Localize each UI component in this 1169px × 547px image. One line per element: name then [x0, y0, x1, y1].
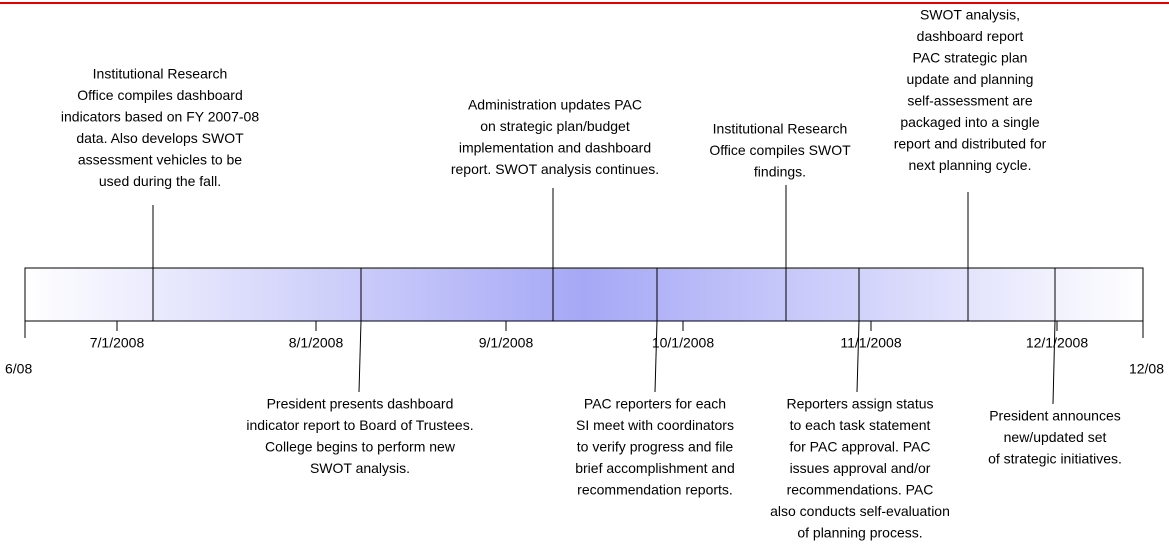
start-label: 6/08 — [5, 361, 32, 377]
tick-label: 9/1/2008 — [479, 335, 534, 351]
event-text: recommendations. PAC — [787, 482, 934, 498]
event-text: used during the fall. — [99, 173, 221, 189]
tick-label: 12/1/2008 — [1026, 335, 1088, 351]
event-text: self-assessment are — [907, 93, 1032, 109]
event-text: Office compiles dashboard — [77, 87, 243, 103]
event-text: College begins to perform new — [265, 439, 456, 455]
event-text: data. Also develops SWOT — [76, 130, 244, 146]
event-text: issues approval and/or — [790, 460, 931, 476]
event-connector — [856, 320, 860, 393]
event-text: update and planning — [907, 71, 1034, 87]
event-text: report and distributed for — [894, 136, 1047, 152]
event-text: dashboard report — [917, 28, 1024, 44]
event-text: indicators based on FY 2007-08 — [61, 109, 259, 125]
event-text: on strategic plan/budget — [480, 118, 630, 134]
tick-label: 8/1/2008 — [289, 335, 344, 351]
event-text: Institutional Research — [713, 121, 848, 137]
event-text: findings. — [754, 164, 806, 180]
event-text: Administration updates PAC — [468, 97, 642, 113]
event-text: SWOT analysis, — [920, 7, 1020, 23]
event-connector — [654, 320, 658, 393]
tick-label: 7/1/2008 — [90, 335, 145, 351]
event-text: to verify progress and file — [577, 439, 734, 455]
event-text: of strategic initiatives. — [988, 451, 1122, 467]
tick-label: 10/1/2008 — [652, 335, 714, 351]
event-text: brief accomplishment and — [575, 460, 735, 476]
event-text: recommendation reports. — [577, 482, 733, 498]
event-text: President presents dashboard — [267, 396, 454, 412]
event-text: SI meet with coordinators — [576, 417, 734, 433]
end-label: 12/08 — [1129, 361, 1164, 377]
event-connector — [358, 320, 362, 393]
event-text: to each task statement — [790, 417, 931, 433]
event-text: implementation and dashboard — [459, 140, 651, 156]
event-text: SWOT analysis. — [310, 460, 410, 476]
event-connector — [1052, 320, 1056, 405]
event-text: Office compiles SWOT — [709, 142, 851, 158]
event-text: PAC reporters for each — [584, 396, 726, 412]
event-text: also conducts self-evaluation — [770, 503, 950, 519]
timeline-bar — [24, 267, 1144, 322]
event-text: Institutional Research — [93, 66, 228, 82]
event-text: next planning cycle. — [909, 157, 1032, 173]
event-text: PAC strategic plan — [913, 50, 1028, 66]
event-text: Reporters assign status — [786, 396, 933, 412]
event-text: new/updated set — [1004, 429, 1107, 445]
event-text: assessment vehicles to be — [78, 152, 242, 168]
event-text: indicator report to Board of Trustees. — [246, 417, 473, 433]
event-text: President announces — [989, 408, 1121, 424]
event-text: for PAC approval. PAC — [789, 439, 930, 455]
event-text: packaged into a single — [900, 114, 1040, 130]
tick-label: 11/1/2008 — [840, 335, 901, 351]
event-text: report. SWOT analysis continues. — [451, 161, 659, 177]
event-text: of planning process. — [797, 525, 922, 541]
